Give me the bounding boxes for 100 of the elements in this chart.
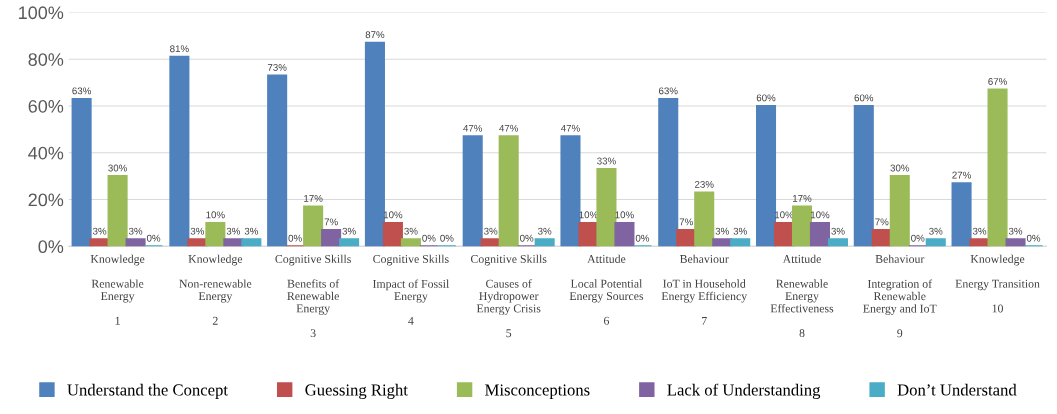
- y-tick-label: 40%: [28, 146, 64, 160]
- data-label: 3%: [1008, 227, 1023, 235]
- bar: [125, 238, 146, 247]
- data-label: 67%: [988, 78, 1007, 85]
- data-label: 7%: [679, 218, 693, 226]
- data-label: 0%: [146, 234, 161, 242]
- bar: [534, 238, 555, 247]
- bar: [382, 221, 403, 247]
- data-label: 23%: [694, 180, 714, 188]
- data-label: 3%: [404, 227, 418, 235]
- data-label: 33%: [597, 157, 616, 165]
- legend-label: Misconceptions: [485, 384, 590, 399]
- bar: [730, 238, 751, 247]
- data-label: 0%: [520, 234, 534, 242]
- data-label: 0%: [1026, 234, 1041, 242]
- data-label: 3%: [226, 227, 241, 235]
- bar: [596, 168, 617, 247]
- data-label: 63%: [659, 87, 678, 95]
- data-label: 60%: [756, 94, 776, 102]
- y-tick-label: 20%: [28, 193, 64, 207]
- data-label: 10%: [206, 211, 225, 219]
- bar: [107, 175, 128, 247]
- data-label: 3%: [92, 227, 107, 235]
- data-label: 3%: [484, 227, 498, 235]
- bar: [400, 238, 421, 247]
- bar: [205, 221, 226, 247]
- data-label: 73%: [267, 63, 287, 71]
- data-label: 60%: [854, 94, 874, 102]
- bar: [462, 135, 483, 247]
- bar: [321, 228, 342, 247]
- data-label: 3%: [929, 227, 943, 235]
- data-label: 3%: [715, 227, 729, 235]
- bar: [694, 191, 715, 247]
- bar: [480, 238, 501, 247]
- y-tick-label: 100%: [19, 6, 64, 20]
- bar: [889, 175, 910, 247]
- bar: [925, 238, 946, 247]
- bar: [241, 238, 262, 247]
- data-label: 7%: [875, 218, 889, 226]
- bar: [969, 238, 990, 247]
- bar: [827, 238, 849, 247]
- bar: [951, 182, 972, 247]
- category-label: Attitude Renewable Energy Effectiveness 8: [770, 254, 834, 338]
- data-label: 47%: [463, 124, 483, 132]
- bar: [498, 135, 519, 247]
- category-label: Knowledge Renewable Energy 1: [90, 254, 145, 325]
- y-tick-label: 0%: [38, 240, 64, 254]
- data-label: 30%: [108, 164, 127, 172]
- data-label: 87%: [365, 31, 385, 39]
- data-label: 3%: [244, 227, 259, 235]
- category-label: Cognitive Skills Causes of Hydropower Energy Crisis 5: [470, 254, 547, 338]
- data-label: 7%: [324, 218, 338, 226]
- y-tick-label: 60%: [28, 99, 64, 113]
- bar: [339, 238, 360, 247]
- data-label: 3%: [128, 227, 143, 235]
- data-label: 30%: [890, 164, 910, 172]
- category-label: Knowledge Energy Transition 10: [955, 254, 1040, 313]
- bar: [71, 97, 92, 247]
- data-label: 63%: [72, 87, 91, 95]
- legend-label: Don’t Understand: [897, 383, 1017, 396]
- bar: [791, 205, 813, 247]
- bar: [364, 41, 385, 247]
- bar: [560, 135, 581, 247]
- data-label: 3%: [538, 227, 552, 235]
- category-label: Knowledge Non-renewable Energy 2: [179, 254, 252, 325]
- category-label: Behaviour IoT in Household Energy Efficiency 7: [661, 254, 748, 325]
- bar: [89, 238, 110, 247]
- data-label: 27%: [952, 171, 971, 179]
- bar: [809, 221, 831, 247]
- bar: [853, 104, 874, 247]
- data-label: 17%: [304, 195, 323, 202]
- category-label: Cognitive Skills Impact of Fossil Energy 4: [372, 254, 450, 325]
- data-label: 0%: [288, 234, 302, 242]
- data-label: 0%: [422, 234, 436, 242]
- category-label: Attitude Local Potential Energy Sources 6: [569, 254, 644, 325]
- data-label: 3%: [733, 227, 747, 235]
- bar: [303, 205, 324, 247]
- data-label: 47%: [560, 124, 580, 132]
- data-label: 47%: [499, 124, 519, 132]
- legend-label: Guessing Right: [305, 383, 408, 399]
- bar: [987, 88, 1008, 247]
- category-label: Behaviour Integration of Renewable Energy and IoT 9: [863, 254, 937, 338]
- data-label: 0%: [440, 234, 454, 242]
- category-label: Cognitive Skills Benefits of Renewable Energy 3: [275, 254, 351, 338]
- bar: [223, 238, 244, 247]
- data-label: 3%: [190, 227, 205, 235]
- bar: [169, 55, 190, 247]
- bar: [1005, 238, 1026, 247]
- bar: [712, 238, 733, 247]
- y-tick-label: 80%: [28, 53, 64, 66]
- data-label: 17%: [793, 195, 812, 202]
- bar: [755, 104, 777, 247]
- legend-label: Lack of Understanding: [667, 383, 821, 399]
- data-label: 81%: [170, 45, 189, 53]
- bar: [658, 97, 679, 247]
- data-label: 3%: [972, 227, 987, 235]
- data-label: 0%: [635, 234, 650, 242]
- data-label: 3%: [342, 227, 356, 235]
- bar: [267, 74, 288, 247]
- legend-label: Understand the Concept: [67, 383, 228, 399]
